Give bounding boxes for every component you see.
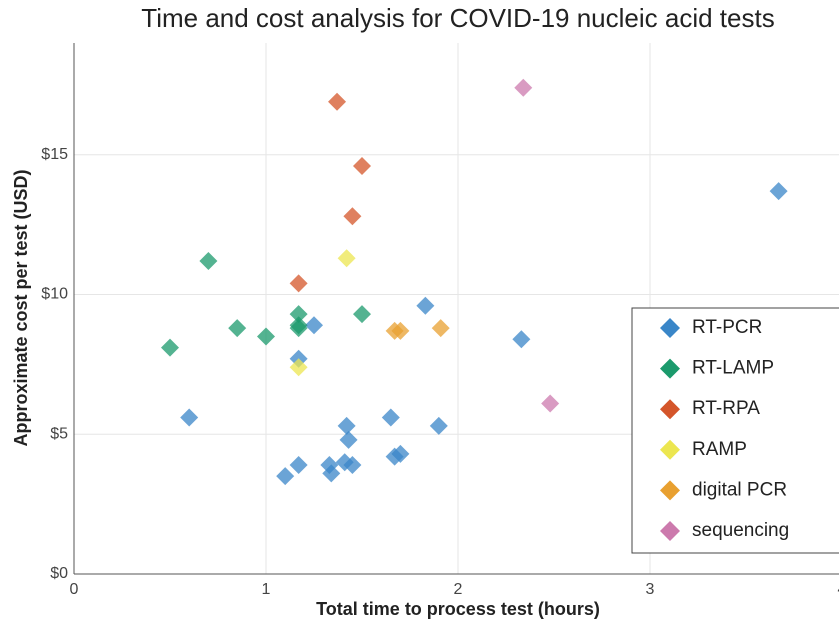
x-tick-label: 3 <box>646 581 655 598</box>
point <box>337 416 356 435</box>
legend-swatch <box>660 439 680 460</box>
legend-label: RT-PCR <box>692 317 762 338</box>
y-tick-label: $5 <box>50 425 68 442</box>
x-tick-label: 0 <box>70 581 79 598</box>
legend-swatch <box>660 521 680 541</box>
point <box>322 464 341 483</box>
point <box>339 430 358 449</box>
point <box>343 207 362 226</box>
x-axis-label: Total time to process test (hours) <box>316 599 600 619</box>
legend-label: RT-LAMP <box>692 358 774 379</box>
point <box>381 408 400 427</box>
point <box>391 321 410 340</box>
point <box>337 249 356 268</box>
point <box>416 296 435 315</box>
point <box>305 316 323 335</box>
point <box>161 338 179 357</box>
legend-box <box>631 307 839 554</box>
point <box>257 327 275 346</box>
point <box>769 182 788 201</box>
point <box>353 305 371 324</box>
x-tick-label: 4 <box>838 581 839 598</box>
legend-swatch <box>660 480 680 501</box>
point <box>429 416 448 435</box>
point <box>180 408 199 427</box>
point <box>353 156 371 175</box>
x-tick-label: 2 <box>454 581 463 598</box>
y-tick-label: $0 <box>50 565 68 582</box>
point <box>289 456 308 475</box>
x-tick-label: 1 <box>262 581 271 598</box>
point <box>328 92 347 111</box>
y-axis-label: Approximate cost per test (USD) <box>11 169 31 446</box>
point <box>289 358 308 377</box>
point <box>391 444 410 463</box>
point <box>228 319 247 338</box>
legend-label: RAMP <box>692 439 747 460</box>
point <box>512 330 531 349</box>
y-tick-label: $10 <box>41 286 68 303</box>
legend-label: sequencing <box>692 520 789 541</box>
chart-title: Time and cost analysis for COVID-19 nucl… <box>141 3 774 33</box>
point <box>289 319 308 338</box>
point <box>431 319 450 338</box>
point <box>343 456 362 475</box>
legend-swatch <box>660 318 680 338</box>
point <box>514 78 533 97</box>
point <box>541 394 560 413</box>
legend-label: digital PCR <box>692 479 787 500</box>
point <box>289 274 308 293</box>
legend-label: RT-RPA <box>692 398 760 419</box>
point <box>276 467 295 486</box>
point <box>289 305 308 324</box>
y-tick-label: $15 <box>41 146 68 163</box>
legend: RT-PCR RT-LAMP RT-RPA RAMP digital PCR sequen… <box>631 307 839 554</box>
legend-swatch <box>660 358 680 379</box>
legend-swatch <box>660 399 680 420</box>
point <box>199 251 218 270</box>
